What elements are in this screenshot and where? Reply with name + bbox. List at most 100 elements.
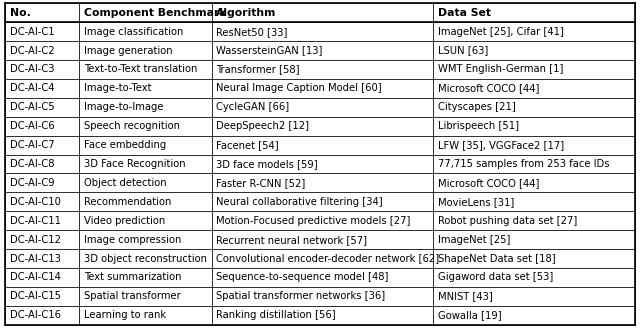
Text: ResNet50 [33]: ResNet50 [33]: [216, 27, 287, 37]
Text: Text summarization: Text summarization: [84, 273, 181, 282]
Text: DC-AI-C16: DC-AI-C16: [10, 310, 61, 320]
Text: Transformer [58]: Transformer [58]: [216, 65, 300, 74]
Text: DC-AI-C13: DC-AI-C13: [10, 254, 60, 263]
Bar: [433, 154, 635, 174]
Text: Neural collaborative filtering [34]: Neural collaborative filtering [34]: [216, 197, 383, 207]
Bar: [212, 192, 433, 211]
Bar: [433, 3, 635, 22]
Bar: [5, 41, 79, 60]
Bar: [433, 136, 635, 154]
Bar: [79, 306, 212, 325]
Bar: [212, 249, 433, 268]
Bar: [212, 79, 433, 98]
Text: Robot pushing data set [27]: Robot pushing data set [27]: [438, 216, 577, 226]
Bar: [212, 117, 433, 136]
Text: 3D face models [59]: 3D face models [59]: [216, 159, 318, 169]
Text: Component Benchmark: Component Benchmark: [84, 8, 227, 18]
Bar: [79, 192, 212, 211]
Bar: [212, 230, 433, 249]
Bar: [5, 306, 79, 325]
Text: Text-to-Text translation: Text-to-Text translation: [84, 65, 197, 74]
Text: Cityscapes [21]: Cityscapes [21]: [438, 102, 516, 112]
Text: 3D object reconstruction: 3D object reconstruction: [84, 254, 207, 263]
Bar: [5, 3, 79, 22]
Bar: [212, 3, 433, 22]
Text: Algorithm: Algorithm: [216, 8, 276, 18]
Text: DC-AI-C14: DC-AI-C14: [10, 273, 60, 282]
Text: Recurrent neural network [57]: Recurrent neural network [57]: [216, 235, 367, 245]
Bar: [79, 287, 212, 306]
Text: WassersteinGAN [13]: WassersteinGAN [13]: [216, 46, 323, 55]
Text: Microsoft COCO [44]: Microsoft COCO [44]: [438, 83, 540, 93]
Bar: [5, 154, 79, 174]
Text: Speech recognition: Speech recognition: [84, 121, 180, 131]
Bar: [433, 230, 635, 249]
Bar: [5, 287, 79, 306]
Text: Spatial transformer: Spatial transformer: [84, 291, 180, 301]
Bar: [212, 41, 433, 60]
Bar: [79, 117, 212, 136]
Bar: [433, 192, 635, 211]
Text: MNIST [43]: MNIST [43]: [438, 291, 493, 301]
Bar: [79, 174, 212, 192]
Text: DC-AI-C8: DC-AI-C8: [10, 159, 54, 169]
Bar: [5, 117, 79, 136]
Text: No.: No.: [10, 8, 31, 18]
Text: Image classification: Image classification: [84, 27, 183, 37]
Bar: [5, 98, 79, 117]
Text: Object detection: Object detection: [84, 178, 166, 188]
Text: ImageNet [25], Cifar [41]: ImageNet [25], Cifar [41]: [438, 27, 564, 37]
Bar: [433, 117, 635, 136]
Text: Face embedding: Face embedding: [84, 140, 166, 150]
Bar: [5, 22, 79, 41]
Bar: [212, 60, 433, 79]
Text: Image-to-Text: Image-to-Text: [84, 83, 152, 93]
Text: Gigaword data set [53]: Gigaword data set [53]: [438, 273, 553, 282]
Text: DeepSpeech2 [12]: DeepSpeech2 [12]: [216, 121, 309, 131]
Bar: [212, 22, 433, 41]
Bar: [433, 79, 635, 98]
Text: DC-AI-C4: DC-AI-C4: [10, 83, 54, 93]
Bar: [79, 268, 212, 287]
Text: LFW [35], VGGFace2 [17]: LFW [35], VGGFace2 [17]: [438, 140, 564, 150]
Bar: [79, 230, 212, 249]
Bar: [212, 98, 433, 117]
Text: Data Set: Data Set: [438, 8, 491, 18]
Bar: [212, 211, 433, 230]
Text: DC-AI-C3: DC-AI-C3: [10, 65, 54, 74]
Bar: [433, 211, 635, 230]
Text: DC-AI-C7: DC-AI-C7: [10, 140, 54, 150]
Text: MovieLens [31]: MovieLens [31]: [438, 197, 514, 207]
Bar: [433, 174, 635, 192]
Bar: [5, 174, 79, 192]
Text: Librispeech [51]: Librispeech [51]: [438, 121, 519, 131]
Bar: [79, 154, 212, 174]
Text: ShapeNet Data set [18]: ShapeNet Data set [18]: [438, 254, 556, 263]
Text: DC-AI-C9: DC-AI-C9: [10, 178, 54, 188]
Text: CycleGAN [66]: CycleGAN [66]: [216, 102, 289, 112]
Text: WMT English-German [1]: WMT English-German [1]: [438, 65, 563, 74]
Bar: [433, 98, 635, 117]
Text: DC-AI-C10: DC-AI-C10: [10, 197, 60, 207]
Text: DC-AI-C11: DC-AI-C11: [10, 216, 61, 226]
Bar: [5, 79, 79, 98]
Text: 3D Face Recognition: 3D Face Recognition: [84, 159, 186, 169]
Bar: [5, 192, 79, 211]
Text: Sequence-to-sequence model [48]: Sequence-to-sequence model [48]: [216, 273, 388, 282]
Text: DC-AI-C6: DC-AI-C6: [10, 121, 54, 131]
Bar: [433, 60, 635, 79]
Bar: [212, 154, 433, 174]
Bar: [212, 174, 433, 192]
Text: Image compression: Image compression: [84, 235, 181, 245]
Text: Faster R-CNN [52]: Faster R-CNN [52]: [216, 178, 305, 188]
Text: 77,715 samples from 253 face IDs: 77,715 samples from 253 face IDs: [438, 159, 609, 169]
Text: Image generation: Image generation: [84, 46, 173, 55]
Text: Microsoft COCO [44]: Microsoft COCO [44]: [438, 178, 540, 188]
Bar: [79, 22, 212, 41]
Bar: [5, 249, 79, 268]
Bar: [79, 136, 212, 154]
Bar: [5, 211, 79, 230]
Text: DC-AI-C5: DC-AI-C5: [10, 102, 54, 112]
Bar: [433, 268, 635, 287]
Text: Convolutional encoder-decoder network [62]: Convolutional encoder-decoder network [6…: [216, 254, 439, 263]
